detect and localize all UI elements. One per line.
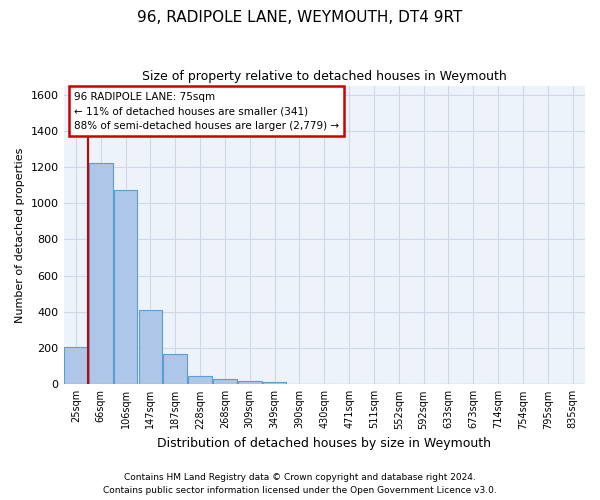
- Bar: [64, 347, 88, 385]
- Bar: [263, 382, 286, 384]
- Text: 96 RADIPOLE LANE: 75sqm
← 11% of detached houses are smaller (341)
88% of semi-d: 96 RADIPOLE LANE: 75sqm ← 11% of detache…: [74, 92, 339, 131]
- Bar: [89, 162, 113, 384]
- Y-axis label: Number of detached properties: Number of detached properties: [15, 147, 25, 322]
- Text: 96, RADIPOLE LANE, WEYMOUTH, DT4 9RT: 96, RADIPOLE LANE, WEYMOUTH, DT4 9RT: [137, 10, 463, 25]
- Title: Size of property relative to detached houses in Weymouth: Size of property relative to detached ho…: [142, 70, 506, 83]
- Bar: [188, 376, 212, 384]
- Text: Contains HM Land Registry data © Crown copyright and database right 2024.
Contai: Contains HM Land Registry data © Crown c…: [103, 474, 497, 495]
- X-axis label: Distribution of detached houses by size in Weymouth: Distribution of detached houses by size …: [157, 437, 491, 450]
- Bar: [213, 379, 237, 384]
- Bar: [139, 310, 162, 384]
- Bar: [238, 381, 262, 384]
- Bar: [114, 190, 137, 384]
- Bar: [163, 354, 187, 384]
